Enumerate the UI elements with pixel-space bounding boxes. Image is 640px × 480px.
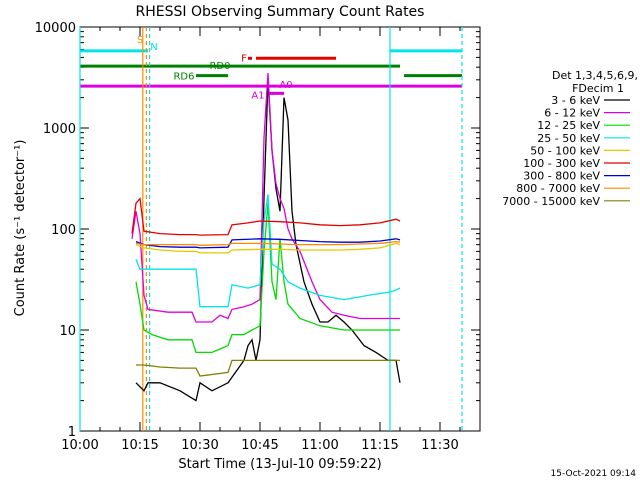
y-tick-label: 10 <box>59 324 76 339</box>
series-line <box>135 240 401 246</box>
legend-entry-label: 6 - 12 keV <box>544 107 600 120</box>
legend-entry-label: 50 - 100 keV <box>530 144 600 157</box>
y-tick-label: 100 <box>51 223 76 238</box>
plot-area: 1 10 100 1000 10000 10:00 10:15 10:30 10:45 11:00… <box>35 21 481 453</box>
y-tick-label: 1 <box>68 425 76 440</box>
annotation-label: F <box>241 53 247 64</box>
series-line <box>135 79 401 402</box>
legend-header: Det 1,3,4,5,6,9, <box>552 69 638 82</box>
x-tick-label: 10:45 <box>241 438 278 453</box>
annotation-label: RD0 <box>209 61 230 72</box>
legend-entry-label: 300 - 800 keV <box>523 170 600 183</box>
series-line <box>135 238 401 249</box>
y-axis-label: Count Rate (s⁻¹ detector⁻¹) <box>13 140 28 317</box>
annotation-label: A0 <box>279 80 292 91</box>
series-line <box>136 359 400 377</box>
footer-date: 15-Oct-2021 09:14 <box>551 469 637 479</box>
legend-entry-label: 800 - 7000 keV <box>516 182 600 195</box>
chart-title: RHESSI Observing Summary Count Rates <box>136 4 425 20</box>
x-tick-label: 11:00 <box>301 438 338 453</box>
annotation-label: N <box>150 42 157 53</box>
x-tick-label: 10:00 <box>61 438 98 453</box>
annotation-label: A1 <box>251 90 264 101</box>
legend-entry-label: 100 - 300 keV <box>523 157 600 170</box>
annotation-label: S <box>137 35 143 46</box>
x-tick-label: 11:15 <box>361 438 398 453</box>
legend-entry-label: 7000 - 15000 keV <box>502 195 600 208</box>
series-line <box>131 197 401 236</box>
legend-entry-label: 3 - 6 keV <box>551 94 600 107</box>
series-line <box>131 72 400 323</box>
series-line <box>135 242 401 254</box>
series-line <box>135 203 400 354</box>
y-tick-label: 1000 <box>43 122 76 137</box>
x-tick-label: 10:15 <box>121 438 158 453</box>
x-tick-label: 11:30 <box>421 438 458 453</box>
x-tick-label: 10:30 <box>181 438 218 453</box>
legend-entry-label: 25 - 50 keV <box>537 132 600 145</box>
annotation-label: RD6 <box>173 72 194 83</box>
legend-entry-label: 12 - 25 keV <box>537 119 600 132</box>
y-tick-label: 10000 <box>35 21 76 36</box>
x-axis-label: Start Time (13-Jul-10 09:59:22) <box>178 457 381 472</box>
legend-header: FDecim 1 <box>572 82 624 95</box>
